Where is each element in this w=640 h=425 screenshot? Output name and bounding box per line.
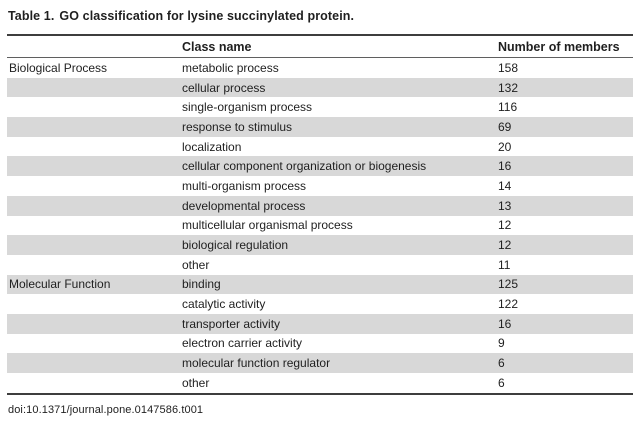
table-row: Biological Process metabolic process 158 [7,58,633,78]
members-cell: 16 [498,159,512,174]
group-cell [7,176,180,196]
class-name-cell: metabolic process [182,60,279,75]
table-header-row: Class name Number of members [7,35,633,58]
class-name-cell: multicellular organismal process [182,218,353,233]
table-row: catalytic activity 122 [7,294,633,314]
members-cell: 6 [498,375,505,390]
class-name-cell: other [182,375,210,390]
group-cell [7,334,180,354]
group-cell [7,216,180,236]
doi-line: doi:10.1371/journal.pone.0147586.t001 [8,403,204,416]
class-name-cell: other [182,257,210,272]
group-cell [7,314,180,334]
table-row: single-organism process 116 [7,97,633,117]
group-cell [7,137,180,157]
class-name-cell: catalytic activity [182,297,266,312]
class-name-cell: developmental process [182,198,306,213]
group-cell [7,294,180,314]
group-cell [7,353,180,373]
class-name-cell: transporter activity [182,316,281,331]
class-name-cell: single-organism process [182,100,313,115]
table-row: molecular function regulator 6 [7,353,633,373]
class-name-cell: biological regulation [182,238,289,253]
members-cell: 158 [498,60,519,75]
class-name-cell: cellular process [182,80,266,95]
table-row: response to stimulus 69 [7,117,633,137]
table-row: cellular component organization or bioge… [7,156,633,177]
table-row: other 6 [7,373,633,394]
column-header-group [7,35,180,58]
class-name-cell: molecular function regulator [182,356,331,371]
members-cell: 125 [498,277,519,292]
group-cell: Biological Process [9,60,108,75]
members-cell: 11 [498,257,511,272]
table-row: developmental process 13 [7,195,633,216]
members-cell: 14 [498,178,512,193]
table-caption: Table 1. GO classification for lysine suc… [8,8,633,24]
group-cell [7,196,180,216]
table-caption-label: Table 1. [8,9,55,23]
group-cell [7,156,180,176]
column-header-class-name: Class name [180,35,496,58]
table-row: other 11 [7,255,633,275]
group-cell [7,255,180,275]
table-row: multicellular organismal process 12 [7,216,633,236]
members-cell: 13 [498,198,512,213]
table-row: biological regulation 12 [7,235,633,255]
members-cell: 122 [498,297,519,312]
table-row: transporter activity 16 [7,313,633,334]
table-row: electron carrier activity 9 [7,334,633,354]
table-row: localization 20 [7,137,633,157]
group-cell [7,117,180,137]
table-row: Molecular Function binding 125 [7,274,633,295]
class-name-cell: multi-organism process [182,178,307,193]
class-name-cell: binding [182,277,221,292]
class-name-cell: response to stimulus [182,119,293,134]
class-name-cell: cellular component organization or bioge… [182,159,427,174]
table-row: cellular process 132 [7,77,633,98]
members-cell: 132 [498,80,519,95]
members-cell: 20 [498,139,512,154]
group-cell [7,78,180,98]
group-cell: Molecular Function [9,277,111,292]
group-cell [7,235,180,255]
members-cell: 6 [498,356,505,371]
group-cell [7,373,180,394]
members-cell: 16 [498,316,512,331]
table-row: multi-organism process 14 [7,176,633,196]
members-cell: 116 [498,100,518,115]
members-cell: 9 [498,336,505,351]
table-caption-text: GO classification for lysine succinylate… [59,9,355,23]
members-cell: 12 [498,238,512,253]
class-name-cell: localization [182,139,242,154]
class-name-cell: electron carrier activity [182,336,303,351]
group-cell [7,97,180,117]
column-header-number-of-members: Number of members [496,35,633,58]
go-classification-table: Class name Number of members Biological … [7,34,633,395]
members-cell: 69 [498,119,512,134]
members-cell: 12 [498,218,512,233]
